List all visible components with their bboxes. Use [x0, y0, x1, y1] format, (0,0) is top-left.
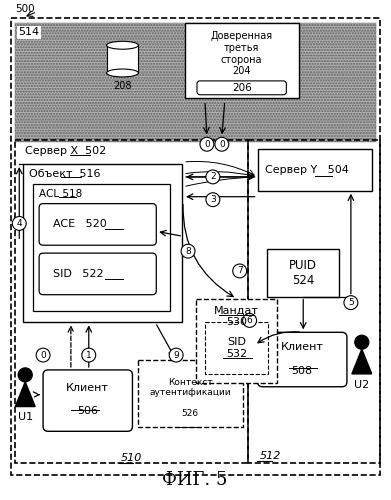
FancyBboxPatch shape — [197, 81, 286, 95]
Circle shape — [181, 244, 195, 258]
Bar — [107, 46, 138, 73]
Circle shape — [18, 368, 32, 382]
Text: Мандат
530: Мандат 530 — [214, 306, 259, 327]
Circle shape — [206, 192, 220, 206]
Bar — [138, 360, 243, 428]
Circle shape — [36, 348, 50, 362]
Text: 4: 4 — [16, 219, 22, 228]
Bar — [196, 298, 277, 383]
Circle shape — [355, 336, 369, 349]
Polygon shape — [352, 349, 372, 374]
Bar — [205, 322, 269, 374]
Text: Сервер Y   504: Сервер Y 504 — [264, 165, 348, 175]
FancyBboxPatch shape — [258, 332, 347, 387]
Circle shape — [200, 138, 214, 151]
Bar — [15, 140, 248, 463]
Text: 8: 8 — [185, 246, 191, 256]
Text: U2: U2 — [354, 380, 369, 390]
Text: 1: 1 — [86, 350, 91, 360]
Text: Клиент

506: Клиент 506 — [66, 383, 109, 416]
Bar — [248, 140, 380, 463]
Text: 206: 206 — [232, 83, 251, 93]
Text: 514: 514 — [18, 28, 39, 38]
Text: 500: 500 — [15, 4, 35, 14]
Text: 512: 512 — [260, 451, 281, 461]
Bar — [23, 164, 182, 322]
Text: ACE   520: ACE 520 — [53, 220, 107, 230]
FancyBboxPatch shape — [39, 204, 156, 245]
Bar — [185, 24, 299, 98]
Text: Контекст
аутентификации

526: Контекст аутентификации 526 — [149, 378, 231, 418]
Bar — [15, 24, 376, 142]
Text: 6: 6 — [247, 316, 253, 325]
FancyBboxPatch shape — [39, 253, 156, 294]
Text: 2: 2 — [210, 172, 216, 182]
Circle shape — [169, 348, 183, 362]
Text: 0: 0 — [219, 140, 225, 148]
Text: ACL 518: ACL 518 — [39, 189, 83, 199]
Text: 3: 3 — [210, 195, 216, 204]
Ellipse shape — [107, 69, 138, 77]
Bar — [258, 149, 372, 191]
Text: 5: 5 — [348, 298, 354, 307]
FancyBboxPatch shape — [43, 370, 133, 432]
Text: Доверенная
третья
сторона
204: Доверенная третья сторона 204 — [211, 32, 273, 76]
Circle shape — [215, 138, 229, 151]
Bar — [267, 249, 339, 296]
Text: 0: 0 — [40, 350, 46, 360]
Polygon shape — [15, 382, 35, 406]
Circle shape — [344, 296, 358, 310]
Text: 9: 9 — [173, 350, 179, 360]
Text: U1: U1 — [18, 412, 33, 422]
Circle shape — [243, 314, 256, 328]
Text: Объект  516: Объект 516 — [29, 169, 101, 179]
Text: 0: 0 — [204, 140, 210, 148]
Bar — [33, 184, 170, 310]
Text: PUID
524: PUID 524 — [289, 259, 317, 287]
Ellipse shape — [107, 42, 138, 49]
Circle shape — [233, 264, 247, 278]
Text: 510: 510 — [120, 453, 142, 463]
Text: ФИГ. 5: ФИГ. 5 — [162, 470, 228, 488]
Circle shape — [82, 348, 96, 362]
Text: 208: 208 — [113, 81, 132, 91]
Circle shape — [206, 170, 220, 184]
Text: 7: 7 — [237, 266, 242, 276]
Text: Сервер X  502: Сервер X 502 — [25, 146, 106, 156]
Text: SID   522: SID 522 — [53, 269, 104, 279]
Text: Клиент

508: Клиент 508 — [281, 342, 324, 376]
Circle shape — [12, 216, 26, 230]
Text: SID
532: SID 532 — [226, 338, 247, 359]
